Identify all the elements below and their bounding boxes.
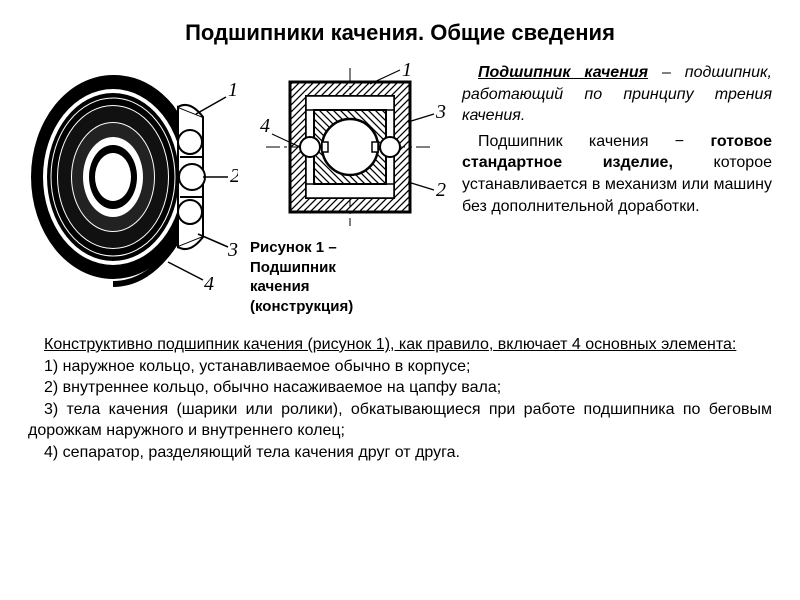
fig2-label-4: 4 — [260, 115, 270, 137]
elements-block: Конструктивно подшипник качения (рисунок… — [28, 334, 772, 464]
definition-block: Подшипник качения – подшипник, работающи… — [462, 62, 772, 316]
figure-mid: 1 3 2 4 Рисунок 1 – Подшипник качения (к… — [250, 62, 450, 316]
def-term: Подшипник качения — [478, 64, 648, 81]
caption-line-1: Рисунок 1 – — [250, 239, 337, 256]
fig2-label-1: 1 — [402, 62, 412, 81]
element-item-2: 2) внутреннее кольцо, обычно насаживаемо… — [28, 377, 772, 399]
caption-line-4: (конструкция) — [250, 298, 353, 315]
fig1-label-3: 3 — [227, 239, 238, 261]
top-row: 1 2 3 4 — [28, 62, 772, 316]
fig1-label-4: 4 — [204, 273, 214, 292]
fig2-label-2: 2 — [436, 179, 446, 201]
bearing-isometric: 1 2 3 4 — [28, 62, 238, 292]
bearing-section: 1 3 2 4 — [250, 62, 450, 232]
element-item-4: 4) сепаратор, разделяющий тела качения д… — [28, 442, 772, 464]
def-dash: – — [648, 64, 685, 81]
para2-lead: Подшипник качения − — [478, 133, 710, 150]
fig1-label-1: 1 — [228, 79, 238, 101]
element-item-1: 1) наружное кольцо, устанавливаемое обыч… — [28, 356, 772, 378]
elements-lead: Конструктивно подшипник качения (рисунок… — [44, 336, 736, 353]
figure-left: 1 2 3 4 — [28, 62, 238, 316]
element-item-3: 3) тела качения (шарики или ролики), обк… — [28, 399, 772, 442]
fig2-label-3: 3 — [435, 101, 446, 123]
caption-line-3: качения — [250, 278, 310, 295]
caption-line-2: Подшипник — [250, 259, 336, 276]
page-title: Подшипники качения. Общие сведения — [28, 20, 772, 46]
fig1-label-2: 2 — [230, 165, 238, 187]
figure-caption: Рисунок 1 – Подшипник качения (конструкц… — [250, 238, 353, 316]
